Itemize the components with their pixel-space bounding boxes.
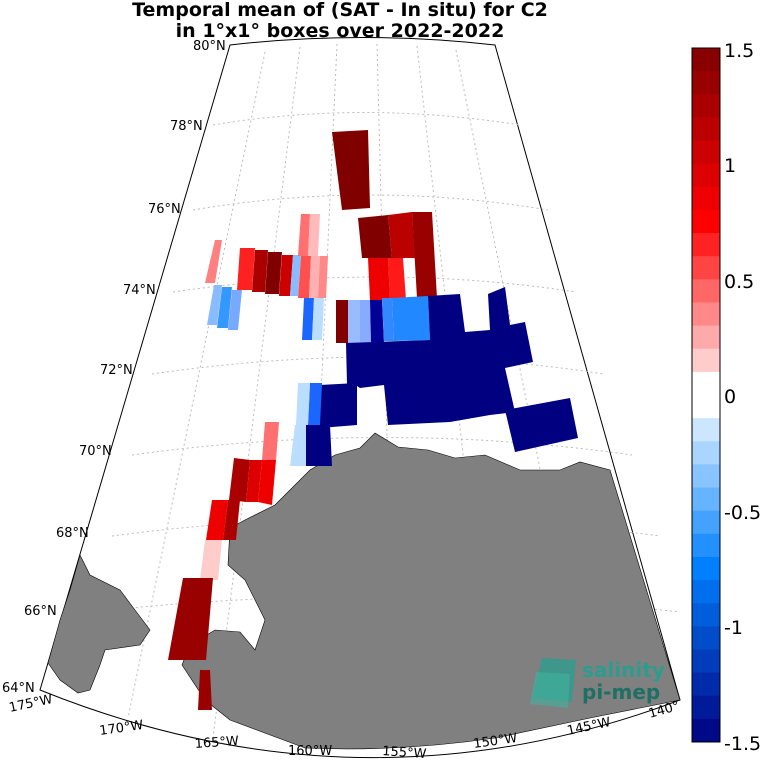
logo-text-line-1: salinity xyxy=(582,658,665,682)
colorbar-cell xyxy=(692,71,720,95)
colorbar-cell xyxy=(692,140,720,165)
latitude-labels: 80°N 78°N 76°N 74°N 72°N 70°N 68°N 66°N … xyxy=(2,39,226,696)
lon-label-150: 150°W xyxy=(472,731,518,752)
colorbar-cell xyxy=(692,718,720,743)
colorbar-tick-neg-1: -1 xyxy=(724,617,743,639)
colorbar-cell xyxy=(692,603,720,627)
lat-label-78: 78°N xyxy=(170,119,203,134)
colorbar-cell xyxy=(692,233,720,257)
colorbar-cell xyxy=(692,649,720,674)
colorbar-cell xyxy=(692,371,720,396)
colorbar-frame xyxy=(691,47,721,743)
colorbar-cells xyxy=(692,48,720,743)
colorbar-cell xyxy=(692,626,720,650)
colorbar-cell xyxy=(692,302,720,327)
colorbar-cell xyxy=(692,348,720,373)
colorbar: 1.5 1 0.5 0 -0.5 -1 -1.5 xyxy=(691,40,761,755)
colorbar-cell xyxy=(692,441,720,465)
lon-label-165: 165°W xyxy=(194,734,239,752)
title-line-1: Temporal mean of (SAT - In situ) for C2 xyxy=(132,0,548,21)
logo-graphic: salinity pi-mep xyxy=(530,658,665,708)
lat-label-80: 80°N xyxy=(193,39,226,54)
colorbar-tick-0: 0 xyxy=(724,386,736,408)
data-boxes xyxy=(168,130,578,710)
colorbar-cell xyxy=(692,464,720,489)
salinity-pi-mep-logo: salinity pi-mep xyxy=(530,652,680,712)
colorbar-cell xyxy=(692,672,720,697)
colorbar-cell xyxy=(692,117,720,142)
colorbar-cell xyxy=(692,487,720,512)
colorbar-cell xyxy=(692,418,720,442)
lon-label-170: 170°W xyxy=(98,718,144,739)
colorbar-cell xyxy=(692,163,720,188)
lat-label-64: 64°N xyxy=(2,681,35,696)
lon-label-160: 160°W xyxy=(288,744,332,759)
colorbar-cell xyxy=(692,209,720,234)
colorbar-tick-neg-0-5: -0.5 xyxy=(724,502,761,524)
colorbar-cell xyxy=(692,48,720,72)
colorbar-cell xyxy=(692,556,720,581)
colorbar-cell xyxy=(692,279,720,303)
lat-label-66: 66°N xyxy=(24,604,57,619)
colorbar-cell xyxy=(692,695,720,720)
map-title: Temporal mean of (SAT - In situ) for C2 … xyxy=(60,0,620,42)
lat-label-76: 76°N xyxy=(148,202,181,217)
colorbar-cell xyxy=(692,395,720,419)
colorbar-tick-1: 1 xyxy=(724,155,736,177)
lat-label-74: 74°N xyxy=(123,283,156,298)
lat-label-70: 70°N xyxy=(79,444,112,459)
chukotka-land xyxy=(47,554,151,694)
title-line-2: in 1°x1° boxes over 2022-2022 xyxy=(175,20,505,42)
colorbar-tick-1-5: 1.5 xyxy=(724,40,754,62)
colorbar-cell xyxy=(692,186,720,211)
colorbar-tick-0-5: 0.5 xyxy=(724,271,754,293)
colorbar-cell xyxy=(692,510,720,535)
logo-text-line-2: pi-mep xyxy=(582,680,660,704)
colorbar-cell xyxy=(692,533,720,558)
colorbar-cell xyxy=(692,94,720,118)
colorbar-tick-neg-1-5: -1.5 xyxy=(724,733,761,755)
colorbar-cell xyxy=(692,256,720,280)
colorbar-cell xyxy=(692,580,720,604)
colorbar-cell xyxy=(692,325,720,350)
lon-label-155: 155°W xyxy=(382,744,427,760)
lat-label-72: 72°N xyxy=(100,363,133,378)
lat-label-68: 68°N xyxy=(56,526,89,541)
